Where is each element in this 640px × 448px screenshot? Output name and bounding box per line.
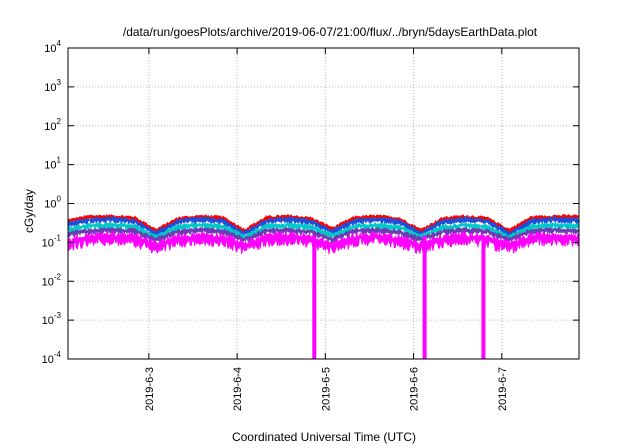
y-tick-label: 103 xyxy=(44,78,61,94)
series-trace xyxy=(67,231,580,255)
x-tick-label: 2019-6-5 xyxy=(320,367,332,411)
y-tick-label: 102 xyxy=(44,117,61,133)
y-tick-label: 10-1 xyxy=(42,233,62,249)
y-tick-label: 10-3 xyxy=(42,311,62,327)
x-tick-label: 2019-6-7 xyxy=(497,367,509,411)
grid xyxy=(68,48,579,359)
x-tick-label: 2019-6-3 xyxy=(144,367,156,411)
y-tick-label: 100 xyxy=(44,195,61,211)
series-trace xyxy=(67,216,580,237)
y-axis-label: cGy/day xyxy=(22,189,36,233)
x-tick-label: 2019-6-4 xyxy=(232,367,244,411)
series-trace xyxy=(67,214,580,235)
y-tick-label: 10-2 xyxy=(42,272,62,288)
dropout-spike xyxy=(312,235,317,359)
y-tick-label: 10-4 xyxy=(42,350,62,366)
y-tick-label: 104 xyxy=(44,39,61,55)
series-layer xyxy=(67,214,580,359)
x-axis-label: Coordinated Universal Time (UTC) xyxy=(232,430,416,444)
x-tick-label: 2019-6-6 xyxy=(409,367,421,411)
dropout-spike xyxy=(481,235,486,359)
chart-title: /data/run/goesPlots/archive/2019-06-07/2… xyxy=(123,25,538,39)
series-trace xyxy=(67,227,580,243)
ticks: 10-4 10-3 10-2 10-1 100 101 102 103 104 2019-6-3 2… xyxy=(42,39,579,411)
y-tick-label: 101 xyxy=(44,156,61,172)
dropout-spike xyxy=(422,235,427,359)
